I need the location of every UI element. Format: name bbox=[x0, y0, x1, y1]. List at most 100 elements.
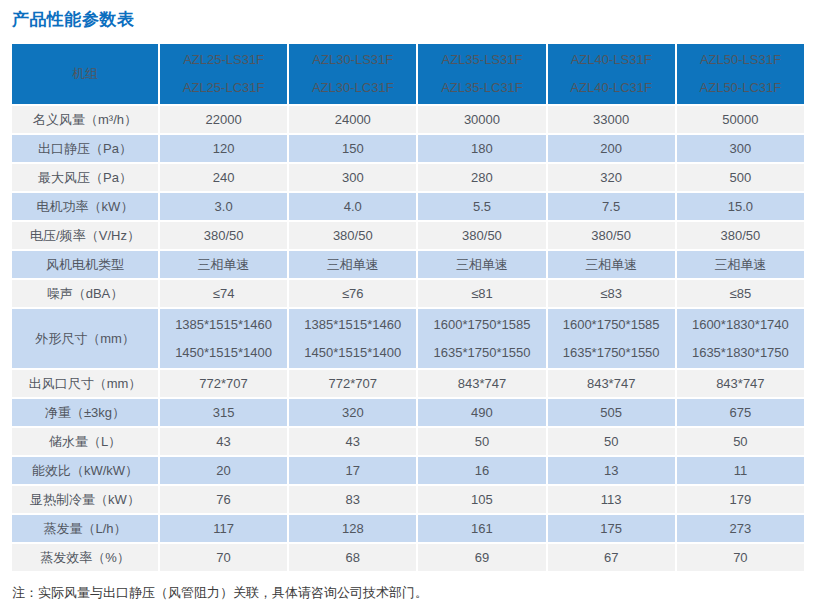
value-cell: 三相单速 bbox=[159, 250, 288, 279]
value-cell: 20 bbox=[159, 456, 288, 485]
page: 产品性能参数表 机组AZL25-LS31FAZL25-LC31FAZL30-LS… bbox=[0, 0, 816, 610]
value-cell: 240 bbox=[159, 163, 288, 192]
value-cell: 105 bbox=[417, 485, 546, 514]
value-cell: 76 bbox=[159, 485, 288, 514]
value-cell: 320 bbox=[547, 163, 676, 192]
value-cell: 67 bbox=[547, 543, 676, 572]
value-cell: 380/50 bbox=[288, 221, 417, 250]
row-label: 出口静压（Pa） bbox=[11, 134, 159, 163]
value-cell: 128 bbox=[288, 514, 417, 543]
value-cell: 5.5 bbox=[417, 192, 546, 221]
table-row: 出口静压（Pa）120150180200300 bbox=[11, 134, 805, 163]
table-row: 电压/频率（V/Hz）380/50380/50380/50380/50380/5… bbox=[11, 221, 805, 250]
model-name: AZL30-LS31F bbox=[289, 46, 416, 74]
value-cell: 490 bbox=[417, 398, 546, 427]
value-cell: 三相单速 bbox=[676, 250, 805, 279]
value-line: 1635*1830*1750 bbox=[677, 339, 804, 367]
value-cell: 380/50 bbox=[676, 221, 805, 250]
value-cell: 120 bbox=[159, 134, 288, 163]
value-cell: 1385*1515*14601450*1515*1400 bbox=[288, 308, 417, 369]
row-label: 储水量（L） bbox=[11, 427, 159, 456]
value-cell: 320 bbox=[288, 398, 417, 427]
row-label: 名义风量（m³/h） bbox=[11, 105, 159, 134]
value-cell: 68 bbox=[288, 543, 417, 572]
value-cell: 70 bbox=[676, 543, 805, 572]
table-row: 能效比（kW/kW）2017161311 bbox=[11, 456, 805, 485]
value-cell: 675 bbox=[676, 398, 805, 427]
value-cell: 43 bbox=[288, 427, 417, 456]
value-cell: 179 bbox=[676, 485, 805, 514]
value-cell: 三相单速 bbox=[417, 250, 546, 279]
value-cell: 113 bbox=[547, 485, 676, 514]
value-cell: 7.5 bbox=[547, 192, 676, 221]
model-name: AZL40-LS31F bbox=[548, 46, 675, 74]
value-line: 1385*1515*1460 bbox=[289, 311, 416, 339]
model-name: AZL30-LC31F bbox=[289, 74, 416, 102]
value-cell: 380/50 bbox=[417, 221, 546, 250]
row-label: 出风口尺寸（mm） bbox=[11, 369, 159, 398]
value-line: 1385*1515*1460 bbox=[160, 311, 287, 339]
value-cell: 1600*1830*17401635*1830*1750 bbox=[676, 308, 805, 369]
model-name: AZL25-LS31F bbox=[160, 46, 287, 74]
table-header: 机组AZL25-LS31FAZL25-LC31FAZL30-LS31FAZL30… bbox=[11, 43, 805, 105]
value-cell: 70 bbox=[159, 543, 288, 572]
value-cell: 三相单速 bbox=[288, 250, 417, 279]
value-cell: 16 bbox=[417, 456, 546, 485]
model-header-cell: AZL50-LS31FAZL50-LC31F bbox=[676, 43, 805, 105]
row-label: 净重（±3kg） bbox=[11, 398, 159, 427]
table-row: 储水量（L）4343505050 bbox=[11, 427, 805, 456]
value-cell: 50 bbox=[676, 427, 805, 456]
value-cell: 4.0 bbox=[288, 192, 417, 221]
value-cell: 273 bbox=[676, 514, 805, 543]
model-name: AZL50-LS31F bbox=[677, 46, 804, 74]
table-row: 风机电机类型三相单速三相单速三相单速三相单速三相单速 bbox=[11, 250, 805, 279]
value-cell: 33000 bbox=[547, 105, 676, 134]
row-label: 风机电机类型 bbox=[11, 250, 159, 279]
value-cell: 15.0 bbox=[676, 192, 805, 221]
value-cell: 50000 bbox=[676, 105, 805, 134]
value-cell: 1385*1515*14601450*1515*1400 bbox=[159, 308, 288, 369]
spec-table: 机组AZL25-LS31FAZL25-LC31FAZL30-LS31FAZL30… bbox=[10, 42, 806, 573]
value-cell: 280 bbox=[417, 163, 546, 192]
value-cell: 300 bbox=[676, 134, 805, 163]
header-unit-cell: 机组 bbox=[11, 43, 159, 105]
value-cell: 30000 bbox=[417, 105, 546, 134]
value-cell: 505 bbox=[547, 398, 676, 427]
value-cell: 843*747 bbox=[676, 369, 805, 398]
row-label: 噪声（dBA） bbox=[11, 279, 159, 308]
value-cell: 3.0 bbox=[159, 192, 288, 221]
value-cell: 1600*1750*15851635*1750*1550 bbox=[417, 308, 546, 369]
value-cell: 三相单速 bbox=[547, 250, 676, 279]
model-name: AZL25-LC31F bbox=[160, 74, 287, 102]
row-label: 最大风压（Pa） bbox=[11, 163, 159, 192]
row-label: 能效比（kW/kW） bbox=[11, 456, 159, 485]
value-cell: 22000 bbox=[159, 105, 288, 134]
value-cell: 300 bbox=[288, 163, 417, 192]
value-cell: 161 bbox=[417, 514, 546, 543]
row-label: 外形尺寸（mm） bbox=[11, 308, 159, 369]
value-cell: 380/50 bbox=[547, 221, 676, 250]
model-name: AZL35-LS31F bbox=[418, 46, 545, 74]
model-name: AZL40-LC31F bbox=[548, 74, 675, 102]
value-cell: 200 bbox=[547, 134, 676, 163]
value-cell: 380/50 bbox=[159, 221, 288, 250]
table-row: 外形尺寸（mm）1385*1515*14601450*1515*14001385… bbox=[11, 308, 805, 369]
value-cell: 69 bbox=[417, 543, 546, 572]
value-cell: 315 bbox=[159, 398, 288, 427]
model-name: AZL50-LC31F bbox=[677, 74, 804, 102]
table-body: 名义风量（m³/h）2200024000300003300050000出口静压（… bbox=[11, 105, 805, 572]
table-row: 出风口尺寸（mm）772*707772*707843*747843*747843… bbox=[11, 369, 805, 398]
value-cell: 50 bbox=[547, 427, 676, 456]
table-row: 名义风量（m³/h）2200024000300003300050000 bbox=[11, 105, 805, 134]
value-line: 1450*1515*1400 bbox=[289, 339, 416, 367]
value-cell: 43 bbox=[159, 427, 288, 456]
value-cell: ≤83 bbox=[547, 279, 676, 308]
value-cell: 772*707 bbox=[288, 369, 417, 398]
row-label: 蒸发效率（%） bbox=[11, 543, 159, 572]
value-cell: ≤74 bbox=[159, 279, 288, 308]
model-header-cell: AZL40-LS31FAZL40-LC31F bbox=[547, 43, 676, 105]
value-cell: ≤76 bbox=[288, 279, 417, 308]
value-cell: ≤81 bbox=[417, 279, 546, 308]
table-row: 蒸发量（L/h）117128161175273 bbox=[11, 514, 805, 543]
value-cell: 17 bbox=[288, 456, 417, 485]
